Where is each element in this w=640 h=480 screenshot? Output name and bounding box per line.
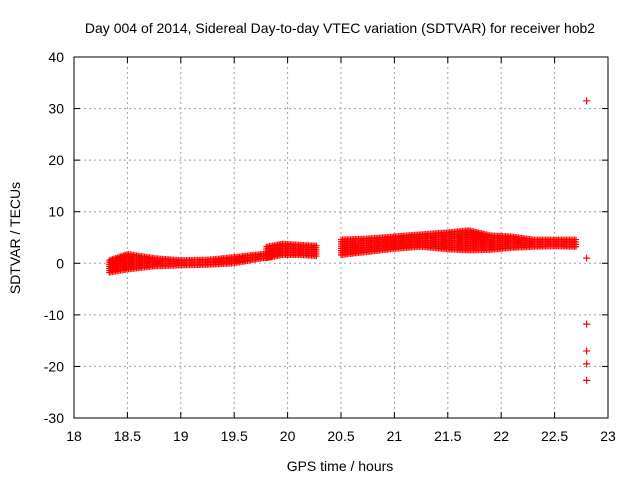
y-tick-label: -20 (44, 358, 64, 374)
data-point (572, 243, 579, 250)
x-axis-label: GPS time / hours (287, 458, 394, 474)
outlier-point (583, 376, 591, 384)
chart-title: Day 004 of 2014, Sidereal Day-to-day VTE… (85, 20, 595, 36)
x-tick-label: 19.5 (221, 428, 248, 444)
data-band-1 (106, 249, 275, 276)
y-tick-label: 10 (48, 204, 64, 220)
x-tick-label: 20.5 (327, 428, 354, 444)
y-tick-label: 40 (48, 49, 64, 65)
data-point (313, 253, 320, 260)
outlier-point (583, 360, 591, 368)
outlier-point (583, 347, 591, 355)
y-tick-labels: -30 -20 -10 0 10 20 30 40 (44, 49, 64, 426)
outlier-point (583, 254, 591, 262)
data-points (106, 97, 591, 384)
y-tick-label: 30 (48, 101, 64, 117)
y-tick-label: -30 (44, 410, 64, 426)
outlier-points (583, 97, 591, 384)
y-tick-label: 0 (56, 255, 64, 271)
x-tick-label: 20 (280, 428, 296, 444)
outlier-point (583, 320, 591, 328)
x-tick-labels: 18 18.5 19 19.5 20 20.5 21 21.5 22 22.5 23 (66, 428, 616, 444)
data-band-3 (338, 227, 579, 259)
axis-ticks (73, 56, 609, 419)
x-tick-label: 18.5 (114, 428, 141, 444)
x-tick-label: 21 (387, 428, 403, 444)
x-tick-label: 18 (66, 428, 82, 444)
data-band-2 (263, 240, 320, 262)
x-tick-label: 22 (493, 428, 509, 444)
outlier-point (583, 97, 591, 105)
x-tick-label: 23 (600, 428, 616, 444)
y-axis-label: SDTVAR / TECUs (7, 182, 23, 294)
x-tick-label: 21.5 (434, 428, 461, 444)
x-tick-label: 22.5 (541, 428, 568, 444)
x-tick-label: 19 (173, 428, 189, 444)
y-tick-label: 20 (48, 152, 64, 168)
y-tick-label: -10 (44, 307, 64, 323)
